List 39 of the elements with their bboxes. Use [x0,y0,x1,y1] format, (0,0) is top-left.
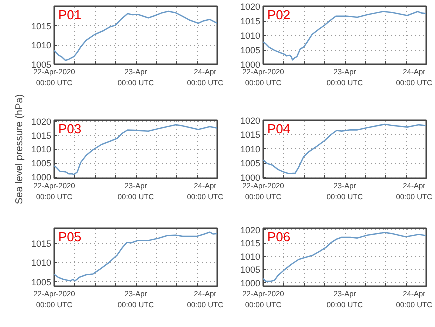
y-tick-label: 1000 [240,60,261,70]
y-tick-label: 1005 [31,60,52,70]
y-tick-label: 1010 [31,258,52,268]
y-tick-label: 1010 [31,144,52,155]
line-series [54,124,218,176]
chart-title: P05 [58,230,82,244]
y-tick-label: 1005 [240,158,261,169]
y-tick-label: 1000 [240,278,261,288]
chart-title: P01 [58,8,82,22]
y-tick-label: 1005 [240,265,261,276]
y-tick-label: 1005 [31,277,52,288]
y-tick-label: 1015 [240,238,261,249]
y-tick-label: 1020 [31,116,52,127]
y-tick-label: 1020 [240,225,261,236]
y-tick-label: 1020 [240,116,261,126]
y-tick-label: 1015 [240,16,261,26]
y-tick-label: 1000 [31,172,52,183]
y-axis-title: Sea level pressure (hPa) [14,94,26,205]
line-series [264,232,426,282]
y-tick-label: 1015 [31,130,52,141]
chart-title: P02 [268,8,291,22]
line-series [264,11,426,61]
chart-title: P04 [268,122,291,136]
y-tick-label: 1010 [240,252,261,262]
line-series [54,232,218,282]
y-tick-label: 1010 [240,144,261,154]
y-tick-label: 1015 [31,21,52,32]
y-tick-label: 1020 [240,2,261,12]
y-tick-label: 1010 [240,31,261,41]
chart-title: P03 [58,122,82,136]
chart-title: P06 [268,230,291,244]
y-tick-label: 1005 [240,46,261,56]
y-tick-label: 1015 [240,130,261,140]
y-tick-label: 1010 [31,40,52,51]
y-tick-label: 1005 [31,158,52,169]
line-series [264,124,426,174]
y-tick-label: 1000 [240,172,261,183]
line-series [54,10,218,62]
y-tick-label: 1015 [31,238,52,249]
